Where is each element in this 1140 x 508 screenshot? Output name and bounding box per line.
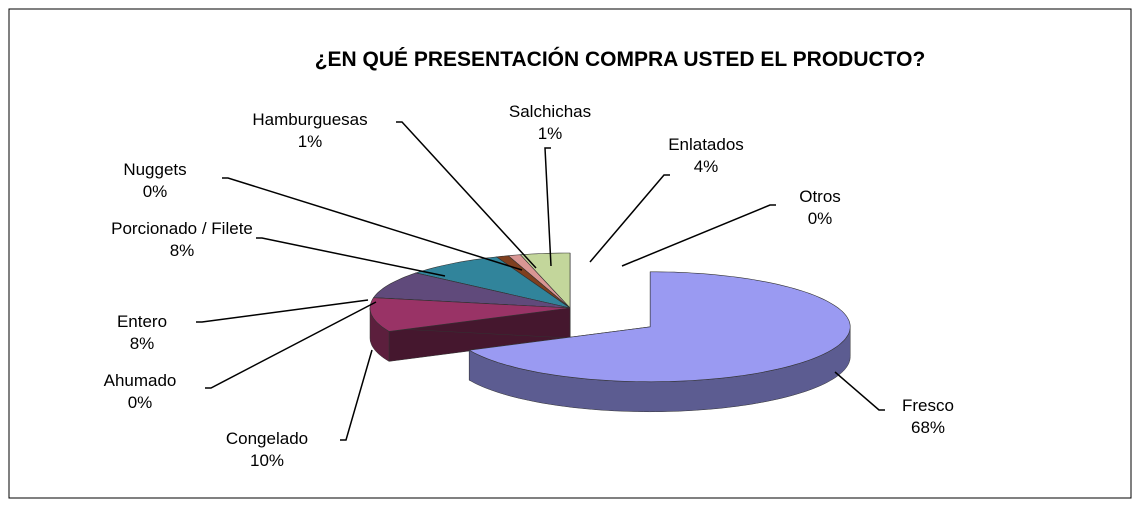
data-label: Salchichas 1% [495, 101, 605, 145]
leader-line [196, 299, 369, 323]
category-label: Fresco [902, 396, 954, 415]
slice-top [468, 271, 851, 383]
chart-title: ¿EN QUÉ PRESENTACIÓN COMPRA USTED EL PRO… [314, 48, 926, 71]
category-label: Congelado [225, 429, 309, 448]
frame [8, 8, 1132, 499]
slice-top [369, 297, 571, 332]
category-label: Salchichas [508, 102, 592, 121]
data-label: Fresco 68% [878, 395, 978, 439]
leader-line [834, 371, 885, 411]
category-label: Entero [116, 312, 168, 331]
value-label: 68% [910, 418, 946, 437]
value-label: 1% [297, 132, 323, 151]
value-label: 0% [127, 393, 153, 412]
category-label: Ahumado [103, 371, 177, 390]
value-label: 8% [129, 334, 155, 353]
value-label: 0% [807, 209, 833, 228]
slice [468, 271, 851, 413]
leader-line [589, 174, 670, 263]
value-label: 0% [142, 182, 168, 201]
category-label: Otros [799, 187, 841, 206]
slice [369, 297, 571, 362]
leader-line [544, 147, 552, 267]
data-label: Congelado 10% [207, 428, 327, 472]
data-label: Nuggets 0% [105, 159, 205, 203]
category-label: Porcionado / Filete [111, 219, 253, 238]
data-label: Porcionado / Filete 8% [102, 218, 262, 262]
slice-top [372, 272, 571, 309]
category-label: Nuggets [123, 160, 187, 179]
data-label: Enlatados 4% [651, 134, 761, 178]
data-label: Hamburguesas 1% [230, 109, 390, 153]
leader-line [621, 204, 776, 267]
value-label: 10% [249, 451, 285, 470]
value-label: 4% [693, 157, 719, 176]
value-label: 8% [169, 241, 195, 260]
value-label: 1% [537, 124, 563, 143]
leader-line [205, 301, 377, 389]
leader-line [396, 121, 537, 269]
category-label: Enlatados [668, 135, 744, 154]
data-label: Otros 0% [780, 186, 860, 230]
leader-line [256, 237, 446, 277]
leader-line [222, 177, 523, 271]
data-label: Ahumado 0% [85, 370, 195, 414]
category-label: Hamburguesas [252, 110, 368, 129]
leader-line [340, 349, 373, 441]
data-label: Entero 8% [92, 311, 192, 355]
